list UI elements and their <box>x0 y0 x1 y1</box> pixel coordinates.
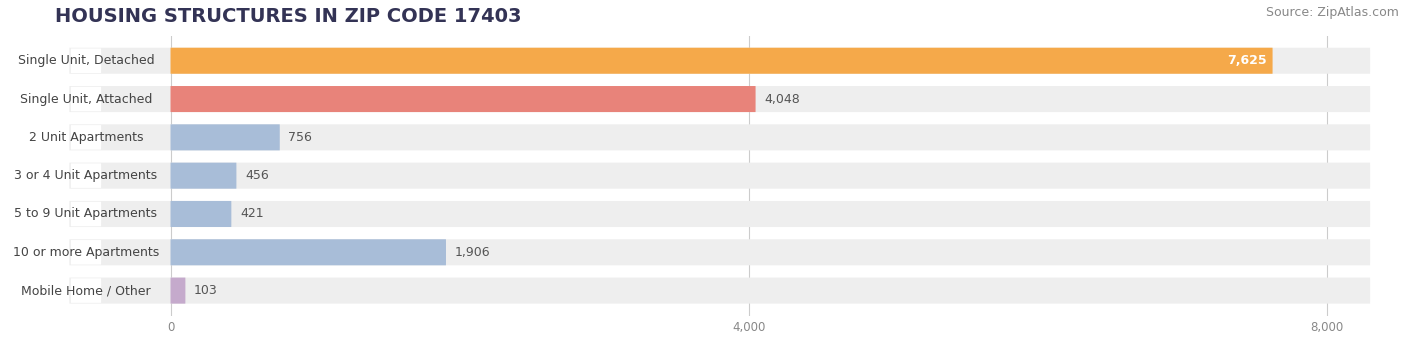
Text: 5 to 9 Unit Apartments: 5 to 9 Unit Apartments <box>14 207 157 221</box>
Text: 103: 103 <box>194 284 218 297</box>
FancyBboxPatch shape <box>69 124 1371 150</box>
Text: 4,048: 4,048 <box>765 92 800 106</box>
FancyBboxPatch shape <box>170 278 186 303</box>
FancyBboxPatch shape <box>70 48 101 73</box>
FancyBboxPatch shape <box>170 201 232 227</box>
FancyBboxPatch shape <box>70 163 101 188</box>
FancyBboxPatch shape <box>69 163 1371 189</box>
Text: Single Unit, Detached: Single Unit, Detached <box>18 54 155 67</box>
FancyBboxPatch shape <box>69 201 1371 227</box>
FancyBboxPatch shape <box>69 278 1371 303</box>
FancyBboxPatch shape <box>70 240 101 265</box>
Text: 3 or 4 Unit Apartments: 3 or 4 Unit Apartments <box>14 169 157 182</box>
Text: 756: 756 <box>288 131 312 144</box>
FancyBboxPatch shape <box>170 163 236 189</box>
FancyBboxPatch shape <box>69 239 1371 265</box>
FancyBboxPatch shape <box>170 239 446 265</box>
Text: HOUSING STRUCTURES IN ZIP CODE 17403: HOUSING STRUCTURES IN ZIP CODE 17403 <box>55 7 522 26</box>
FancyBboxPatch shape <box>69 48 1371 74</box>
Text: 421: 421 <box>240 207 264 221</box>
Text: 2 Unit Apartments: 2 Unit Apartments <box>28 131 143 144</box>
FancyBboxPatch shape <box>170 48 1272 74</box>
Text: Single Unit, Attached: Single Unit, Attached <box>20 92 152 106</box>
FancyBboxPatch shape <box>70 125 101 150</box>
Text: Source: ZipAtlas.com: Source: ZipAtlas.com <box>1267 6 1399 19</box>
Text: Mobile Home / Other: Mobile Home / Other <box>21 284 150 297</box>
Text: 1,906: 1,906 <box>454 246 491 259</box>
FancyBboxPatch shape <box>70 202 101 226</box>
Text: 7,625: 7,625 <box>1227 54 1267 67</box>
FancyBboxPatch shape <box>69 86 1371 112</box>
FancyBboxPatch shape <box>170 86 755 112</box>
Text: 456: 456 <box>245 169 269 182</box>
FancyBboxPatch shape <box>70 278 101 303</box>
Text: 10 or more Apartments: 10 or more Apartments <box>13 246 159 259</box>
FancyBboxPatch shape <box>70 87 101 111</box>
FancyBboxPatch shape <box>170 124 280 150</box>
